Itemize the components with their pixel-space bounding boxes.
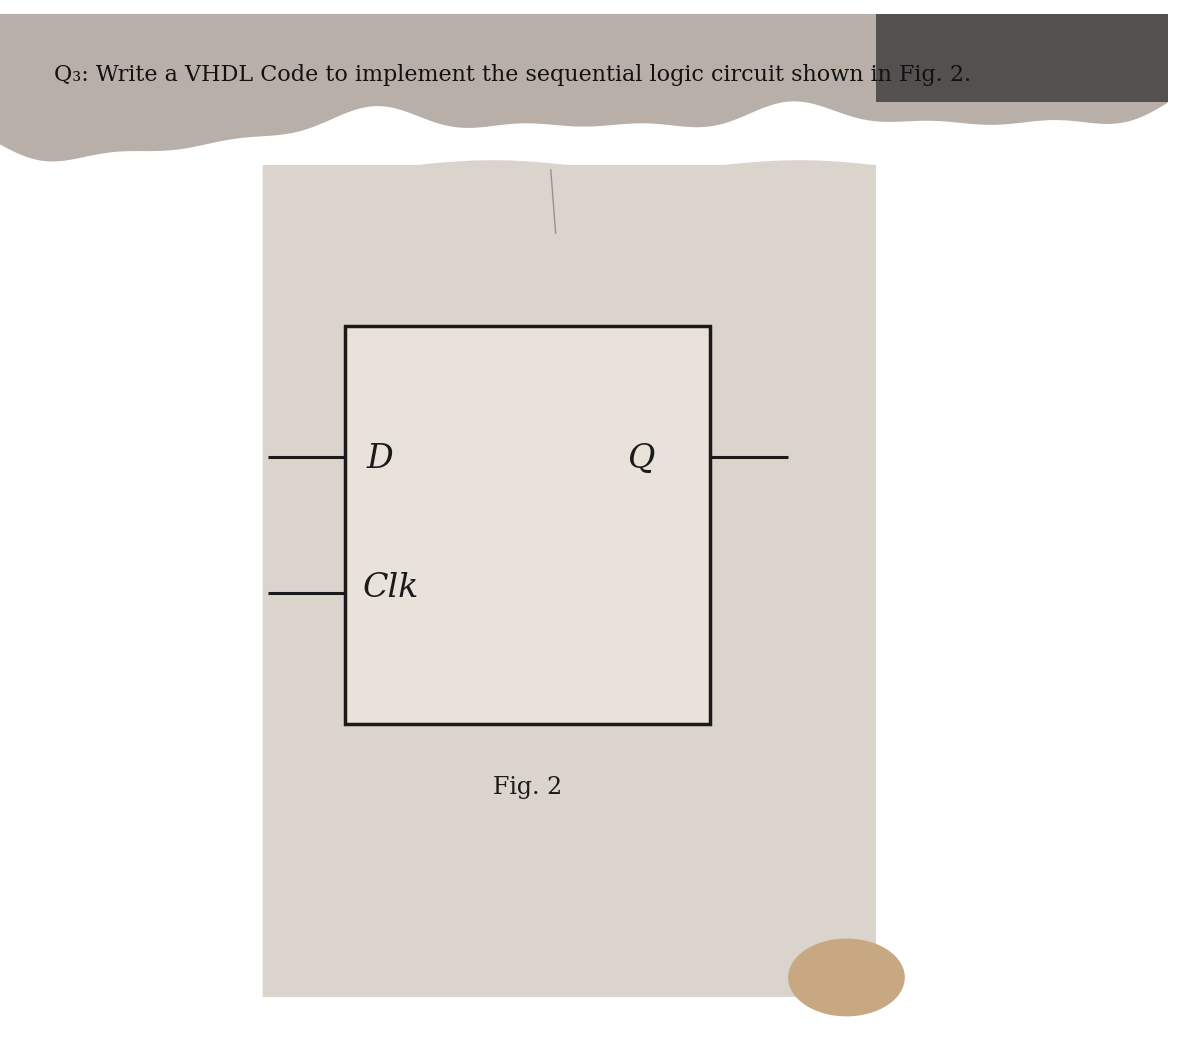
Polygon shape [263, 160, 876, 997]
Bar [346, 325, 710, 724]
Bar [876, 15, 1168, 102]
Text: D: D [367, 443, 394, 475]
Polygon shape [0, 9, 1168, 161]
Ellipse shape [788, 938, 905, 1016]
Text: Fig. 2: Fig. 2 [493, 776, 563, 799]
Text: Clk: Clk [362, 572, 419, 604]
Bar [263, 165, 876, 997]
Text: Q₃: Write a VHDL Code to implement the sequential logic circuit shown in Fig. 2.: Q₃: Write a VHDL Code to implement the s… [54, 63, 971, 85]
Text: Q: Q [628, 443, 655, 475]
